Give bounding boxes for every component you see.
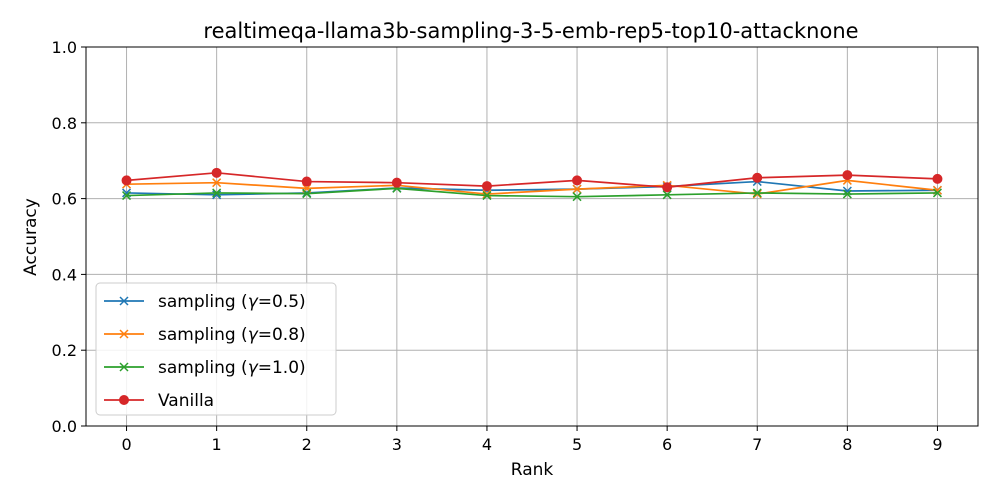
data-point — [211, 167, 222, 178]
legend-marker — [119, 362, 129, 372]
data-point — [932, 173, 943, 184]
series-layer — [121, 167, 943, 202]
y-tick-label: 0.4 — [52, 265, 77, 284]
series-3 — [121, 167, 943, 193]
data-point — [391, 177, 402, 188]
chart-title: realtimeqa-llama3b-sampling-3-5-emb-rep5… — [203, 19, 858, 43]
legend-entry: sampling (γ=0.5) — [104, 292, 306, 312]
y-axis-title: Accuracy — [21, 198, 41, 276]
data-point — [482, 189, 492, 199]
x-tick-label: 4 — [482, 435, 492, 454]
data-point — [481, 181, 492, 192]
y-axis: 0.0 0.2 0.4 0.6 0.8 1.0 — [52, 38, 86, 436]
y-tick-label: 0.0 — [52, 417, 77, 436]
legend-marker — [119, 296, 129, 306]
legend-label: sampling (γ=0.8) — [158, 325, 306, 345]
data-point — [662, 182, 673, 193]
data-point — [842, 189, 852, 199]
data-point — [301, 176, 312, 187]
data-point — [482, 191, 492, 201]
x-tick-label: 6 — [662, 435, 672, 454]
legend-entry: Vanilla — [104, 391, 214, 411]
y-tick-label: 0.2 — [52, 341, 77, 360]
legend-entry: sampling (γ=0.8) — [104, 325, 306, 345]
data-point — [752, 188, 762, 198]
data-point — [572, 184, 582, 194]
data-point — [121, 175, 132, 186]
data-point — [122, 191, 132, 201]
legend: sampling (γ=0.5) sampling (γ=0.8) sampling… — [95, 282, 337, 416]
series-2 — [122, 183, 942, 202]
legend-marker — [119, 395, 129, 405]
data-point — [932, 188, 942, 198]
data-point — [662, 190, 672, 200]
x-tick-label: 8 — [842, 435, 852, 454]
plot-frame — [85, 46, 979, 427]
series-line — [126, 171, 938, 189]
legend-label: sampling (γ=1.0) — [158, 358, 306, 378]
x-tick-label: 3 — [392, 435, 402, 454]
x-tick-label: 9 — [932, 435, 942, 454]
x-axis: 0 1 2 3 4 5 6 7 8 9 — [121, 426, 943, 454]
x-tick-label: 5 — [572, 435, 582, 454]
data-point — [752, 189, 762, 199]
data-point — [212, 178, 222, 188]
x-tick-label: 7 — [752, 435, 762, 454]
y-tick-label: 0.6 — [52, 190, 77, 209]
y-tick-label: 0.8 — [52, 114, 77, 133]
legend-label: Vanilla — [158, 391, 214, 411]
y-tick-label: 1.0 — [52, 38, 77, 57]
legend-box — [95, 282, 337, 416]
data-point — [302, 189, 312, 199]
x-tick-label: 0 — [121, 435, 131, 454]
data-point — [572, 175, 583, 186]
data-point — [212, 188, 222, 198]
data-point — [752, 172, 763, 183]
x-tick-label: 1 — [212, 435, 222, 454]
legend-marker — [119, 329, 129, 339]
legend-label: sampling (γ=0.5) — [158, 292, 306, 312]
series-line — [126, 187, 938, 198]
x-axis-title: Rank — [511, 460, 554, 480]
x-tick-label: 2 — [302, 435, 312, 454]
legend-entry: sampling (γ=1.0) — [104, 358, 306, 378]
data-point — [572, 192, 582, 202]
series-line — [126, 179, 938, 195]
data-point — [842, 170, 853, 181]
